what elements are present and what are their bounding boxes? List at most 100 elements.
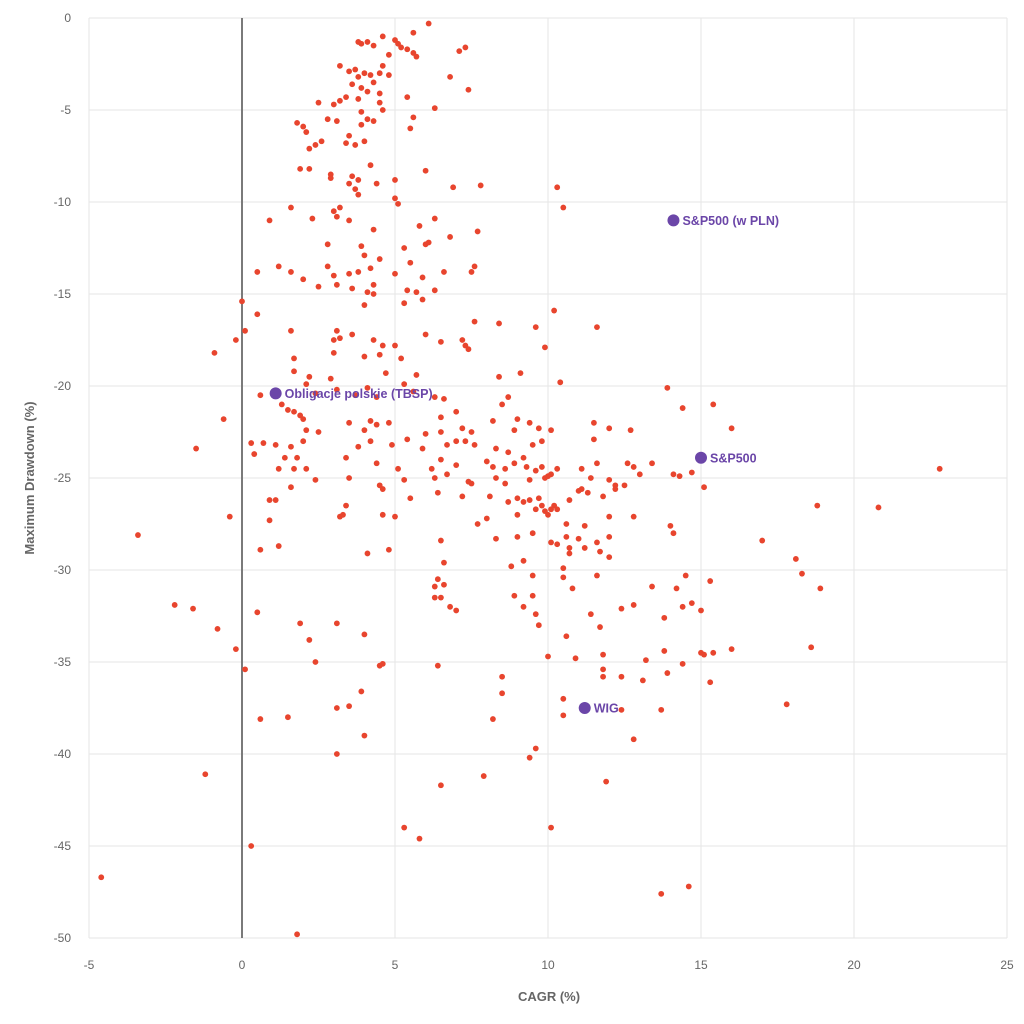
y-tick-label: -25: [54, 471, 72, 485]
data-point: [288, 269, 294, 275]
data-point: [514, 511, 521, 518]
data-point: [597, 624, 603, 630]
data-point: [355, 96, 362, 102]
data-point: [630, 464, 637, 470]
highlight-point: [667, 214, 680, 227]
data-point: [333, 327, 340, 334]
data-point: [508, 563, 515, 570]
data-point: [257, 716, 264, 722]
data-point: [318, 138, 325, 145]
data-point: [358, 688, 365, 695]
data-point: [554, 506, 561, 513]
data-point: [392, 177, 398, 183]
data-point: [529, 441, 536, 448]
data-point: [490, 464, 496, 470]
data-point: [682, 572, 689, 579]
data-point: [355, 73, 362, 80]
data-point: [511, 427, 518, 434]
data-point: [232, 337, 239, 343]
data-point: [462, 44, 469, 51]
y-tick-label: -15: [54, 287, 72, 301]
data-point: [352, 142, 359, 148]
data-point: [453, 462, 460, 469]
data-point: [548, 427, 554, 434]
data-point: [554, 465, 561, 472]
data-point: [312, 476, 319, 483]
data-point: [171, 602, 178, 608]
data-point: [392, 342, 398, 349]
data-point: [425, 20, 432, 27]
data-point: [545, 473, 551, 480]
data-point: [459, 493, 466, 500]
data-point: [538, 502, 545, 509]
data-point: [441, 395, 447, 402]
data-point: [358, 108, 365, 115]
data-point: [554, 184, 561, 191]
data-point: [431, 105, 438, 112]
data-point: [618, 673, 625, 680]
data-point: [477, 182, 484, 189]
data-point: [324, 241, 331, 248]
data-point: [431, 394, 438, 400]
data-point: [701, 484, 707, 491]
data-point: [520, 603, 527, 610]
data-point: [333, 118, 340, 124]
data-point: [532, 324, 539, 331]
data-point: [591, 419, 597, 426]
points-layer: [98, 20, 943, 938]
data-point: [410, 114, 417, 121]
data-point: [532, 745, 539, 752]
data-point: [517, 370, 524, 377]
data-point: [364, 289, 371, 296]
data-point: [419, 445, 426, 452]
data-point: [285, 407, 291, 413]
data-point: [551, 307, 558, 314]
data-point: [606, 554, 613, 561]
data-point: [434, 662, 441, 669]
data-point: [538, 464, 545, 470]
data-point: [581, 545, 588, 551]
data-point: [300, 276, 307, 283]
data-point: [379, 62, 386, 69]
data-point: [379, 33, 386, 40]
data-point: [404, 46, 411, 53]
data-point: [239, 298, 245, 305]
data-point: [389, 441, 395, 448]
data-point: [459, 425, 466, 432]
data-point: [361, 732, 368, 739]
data-point: [649, 460, 655, 467]
y-tick-label: -10: [54, 195, 72, 209]
data-point: [526, 419, 533, 426]
data-point: [434, 576, 441, 583]
data-point: [346, 217, 352, 224]
highlight-label: Obligacje polskie (TBSP): [285, 387, 433, 401]
data-point: [190, 605, 196, 612]
data-point: [447, 234, 453, 240]
data-point: [664, 384, 671, 391]
data-point: [419, 296, 426, 303]
data-point: [358, 85, 365, 91]
data-point: [260, 440, 267, 446]
data-point: [385, 419, 392, 426]
data-point: [624, 460, 631, 467]
data-point: [413, 289, 420, 296]
data-point: [413, 372, 420, 378]
data-point: [649, 583, 655, 590]
data-point: [379, 511, 386, 518]
data-point: [254, 311, 261, 318]
data-point: [587, 611, 594, 618]
data-point: [627, 427, 634, 434]
data-point: [232, 646, 239, 653]
data-point: [496, 320, 502, 327]
data-point: [330, 101, 337, 108]
data-point: [643, 657, 649, 664]
data-point: [566, 550, 573, 557]
data-point: [545, 653, 551, 660]
data-point: [490, 418, 496, 424]
data-point: [707, 578, 714, 584]
data-point: [358, 243, 365, 250]
data-point: [401, 824, 408, 831]
highlight-label: WIG: [594, 702, 619, 716]
data-point: [288, 484, 294, 491]
